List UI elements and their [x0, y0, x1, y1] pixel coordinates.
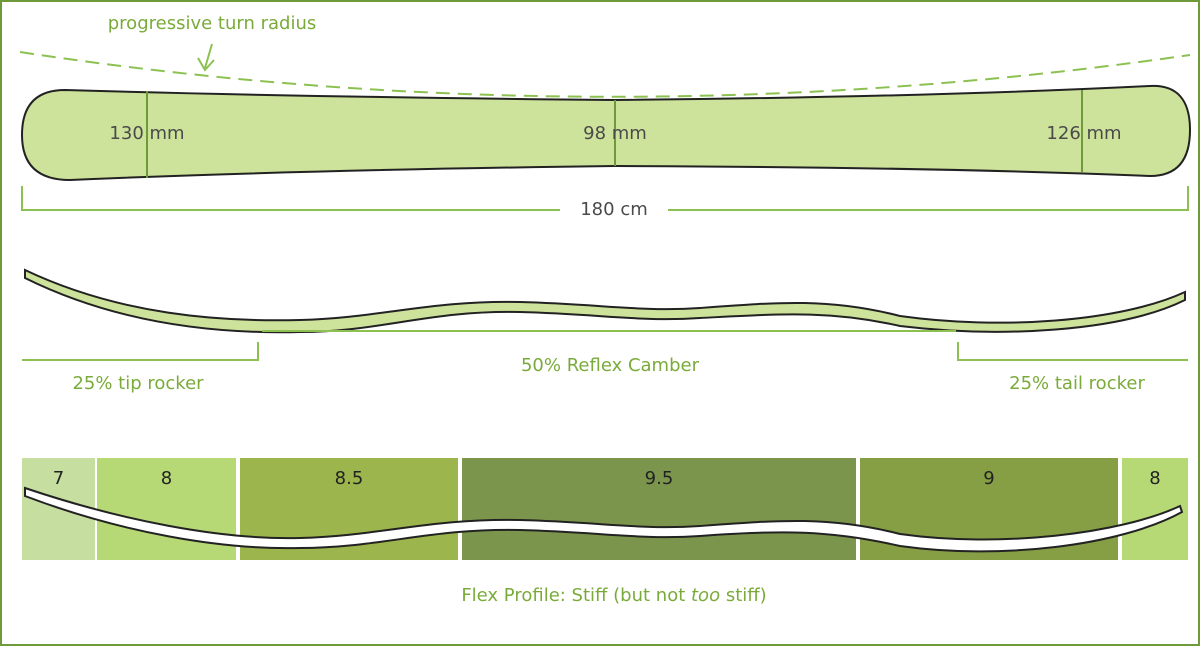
flex-segment: [462, 458, 856, 560]
length-dimension: [21, 186, 1189, 211]
flex-rating: 8: [1149, 468, 1160, 489]
caption-text: Flex Profile: Stiff (but not: [461, 585, 691, 606]
flex-rating: 7: [53, 468, 64, 489]
turn-radius-label: progressive turn radius: [108, 13, 316, 34]
turn-radius-curve: [19, 51, 1191, 98]
camber-label: 50% Reflex Camber: [521, 355, 700, 376]
length-label: 180 cm: [580, 199, 648, 220]
caption-text: stiff): [720, 585, 767, 606]
profile-brackets: [22, 330, 1188, 361]
caption-emphasis: too: [691, 585, 720, 606]
ski-side-profile: [24, 268, 1186, 334]
tip-rocker-label: 25% tip rocker: [72, 373, 204, 394]
waist-width: 98 mm: [583, 123, 647, 144]
tip-width: 130 mm: [109, 123, 184, 144]
flex-rating: 9.5: [645, 468, 674, 489]
flex-rating: 8.5: [335, 468, 364, 489]
flex-caption: Flex Profile: Stiff (but not too stiff): [461, 585, 766, 606]
arrow: [197, 43, 215, 72]
flex-rating: 8: [161, 468, 172, 489]
tail-width: 126 mm: [1046, 123, 1121, 144]
tail-rocker-label: 25% tail rocker: [1009, 373, 1145, 394]
ski-flex-profile: [24, 486, 1184, 553]
flex-rating: 9: [983, 468, 994, 489]
ski-top-view: [20, 84, 1192, 182]
